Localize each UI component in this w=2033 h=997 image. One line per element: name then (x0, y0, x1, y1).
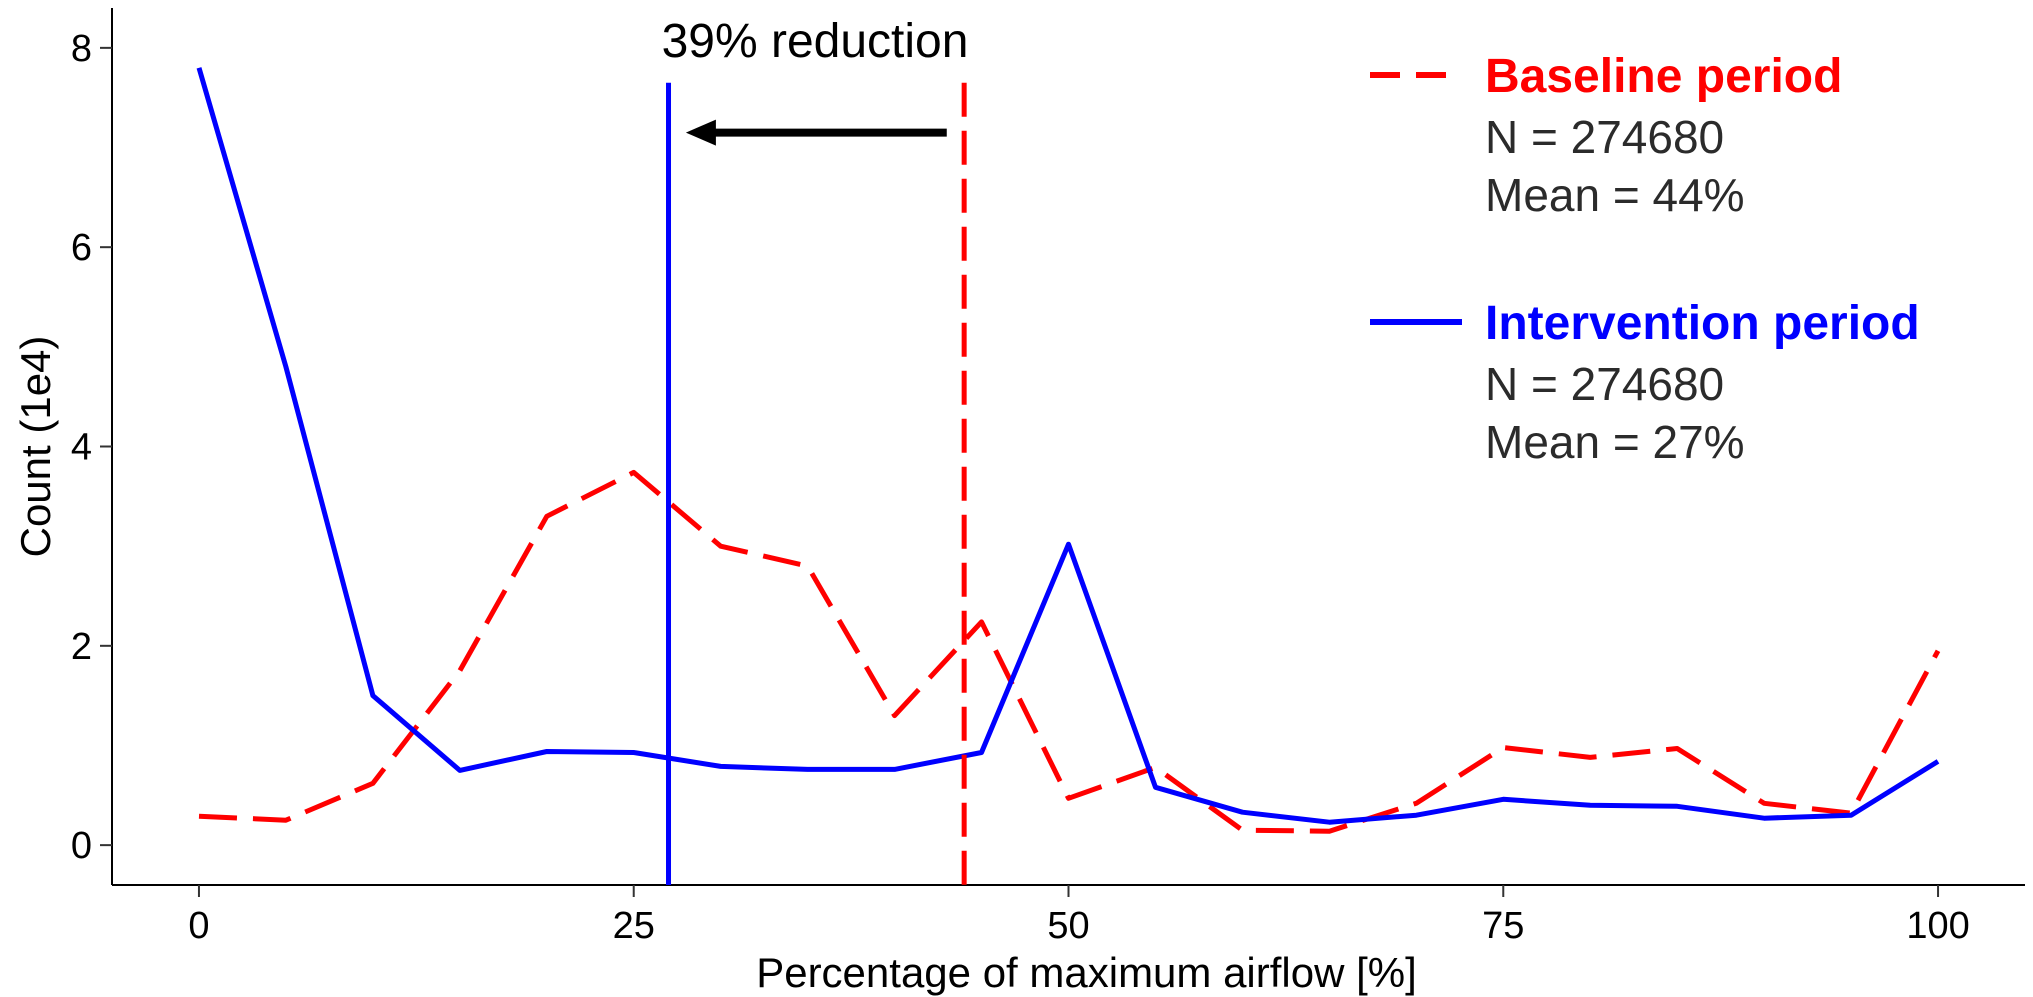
y-tick-label: 8 (71, 28, 92, 70)
x-tick-label: 25 (613, 905, 655, 947)
annotation-text: 39% reduction (662, 15, 969, 68)
annotation: 39% reduction (662, 15, 969, 146)
legend-label-baseline: Baseline period (1485, 50, 1842, 103)
x-tick-label: 75 (1482, 905, 1524, 947)
y-axis-ticks: 0 2 4 6 8 (71, 28, 112, 867)
series-line-intervention (196, 67, 1940, 825)
y-axis-title: Count (1e4) (12, 336, 59, 558)
x-tick-label: 0 (188, 905, 209, 947)
mean-lines (666, 82, 967, 885)
y-tick-label: 0 (71, 825, 92, 867)
x-tick-label: 100 (1906, 905, 1969, 947)
legend: Baseline period N = 274680 Mean = 44% Inter… (1370, 50, 1920, 468)
y-tick-label: 4 (71, 427, 92, 469)
series-line-baseline (198, 469, 1941, 834)
y-tick-label: 2 (71, 626, 92, 668)
legend-mean-baseline: Mean = 44% (1485, 169, 1745, 221)
legend-label-intervention: Intervention period (1485, 297, 1920, 350)
x-axis-title: Percentage of maximum airflow [%] (756, 949, 1417, 996)
x-axis-ticks: 0 25 50 75 100 (188, 885, 1970, 947)
x-tick-label: 50 (1047, 905, 1089, 947)
legend-mean-intervention: Mean = 27% (1485, 416, 1745, 468)
legend-n-baseline: N = 274680 (1485, 111, 1724, 163)
legend-n-intervention: N = 274680 (1485, 358, 1724, 410)
y-tick-label: 6 (71, 227, 92, 269)
series-layer (196, 67, 1941, 834)
arrow-head (685, 119, 716, 146)
